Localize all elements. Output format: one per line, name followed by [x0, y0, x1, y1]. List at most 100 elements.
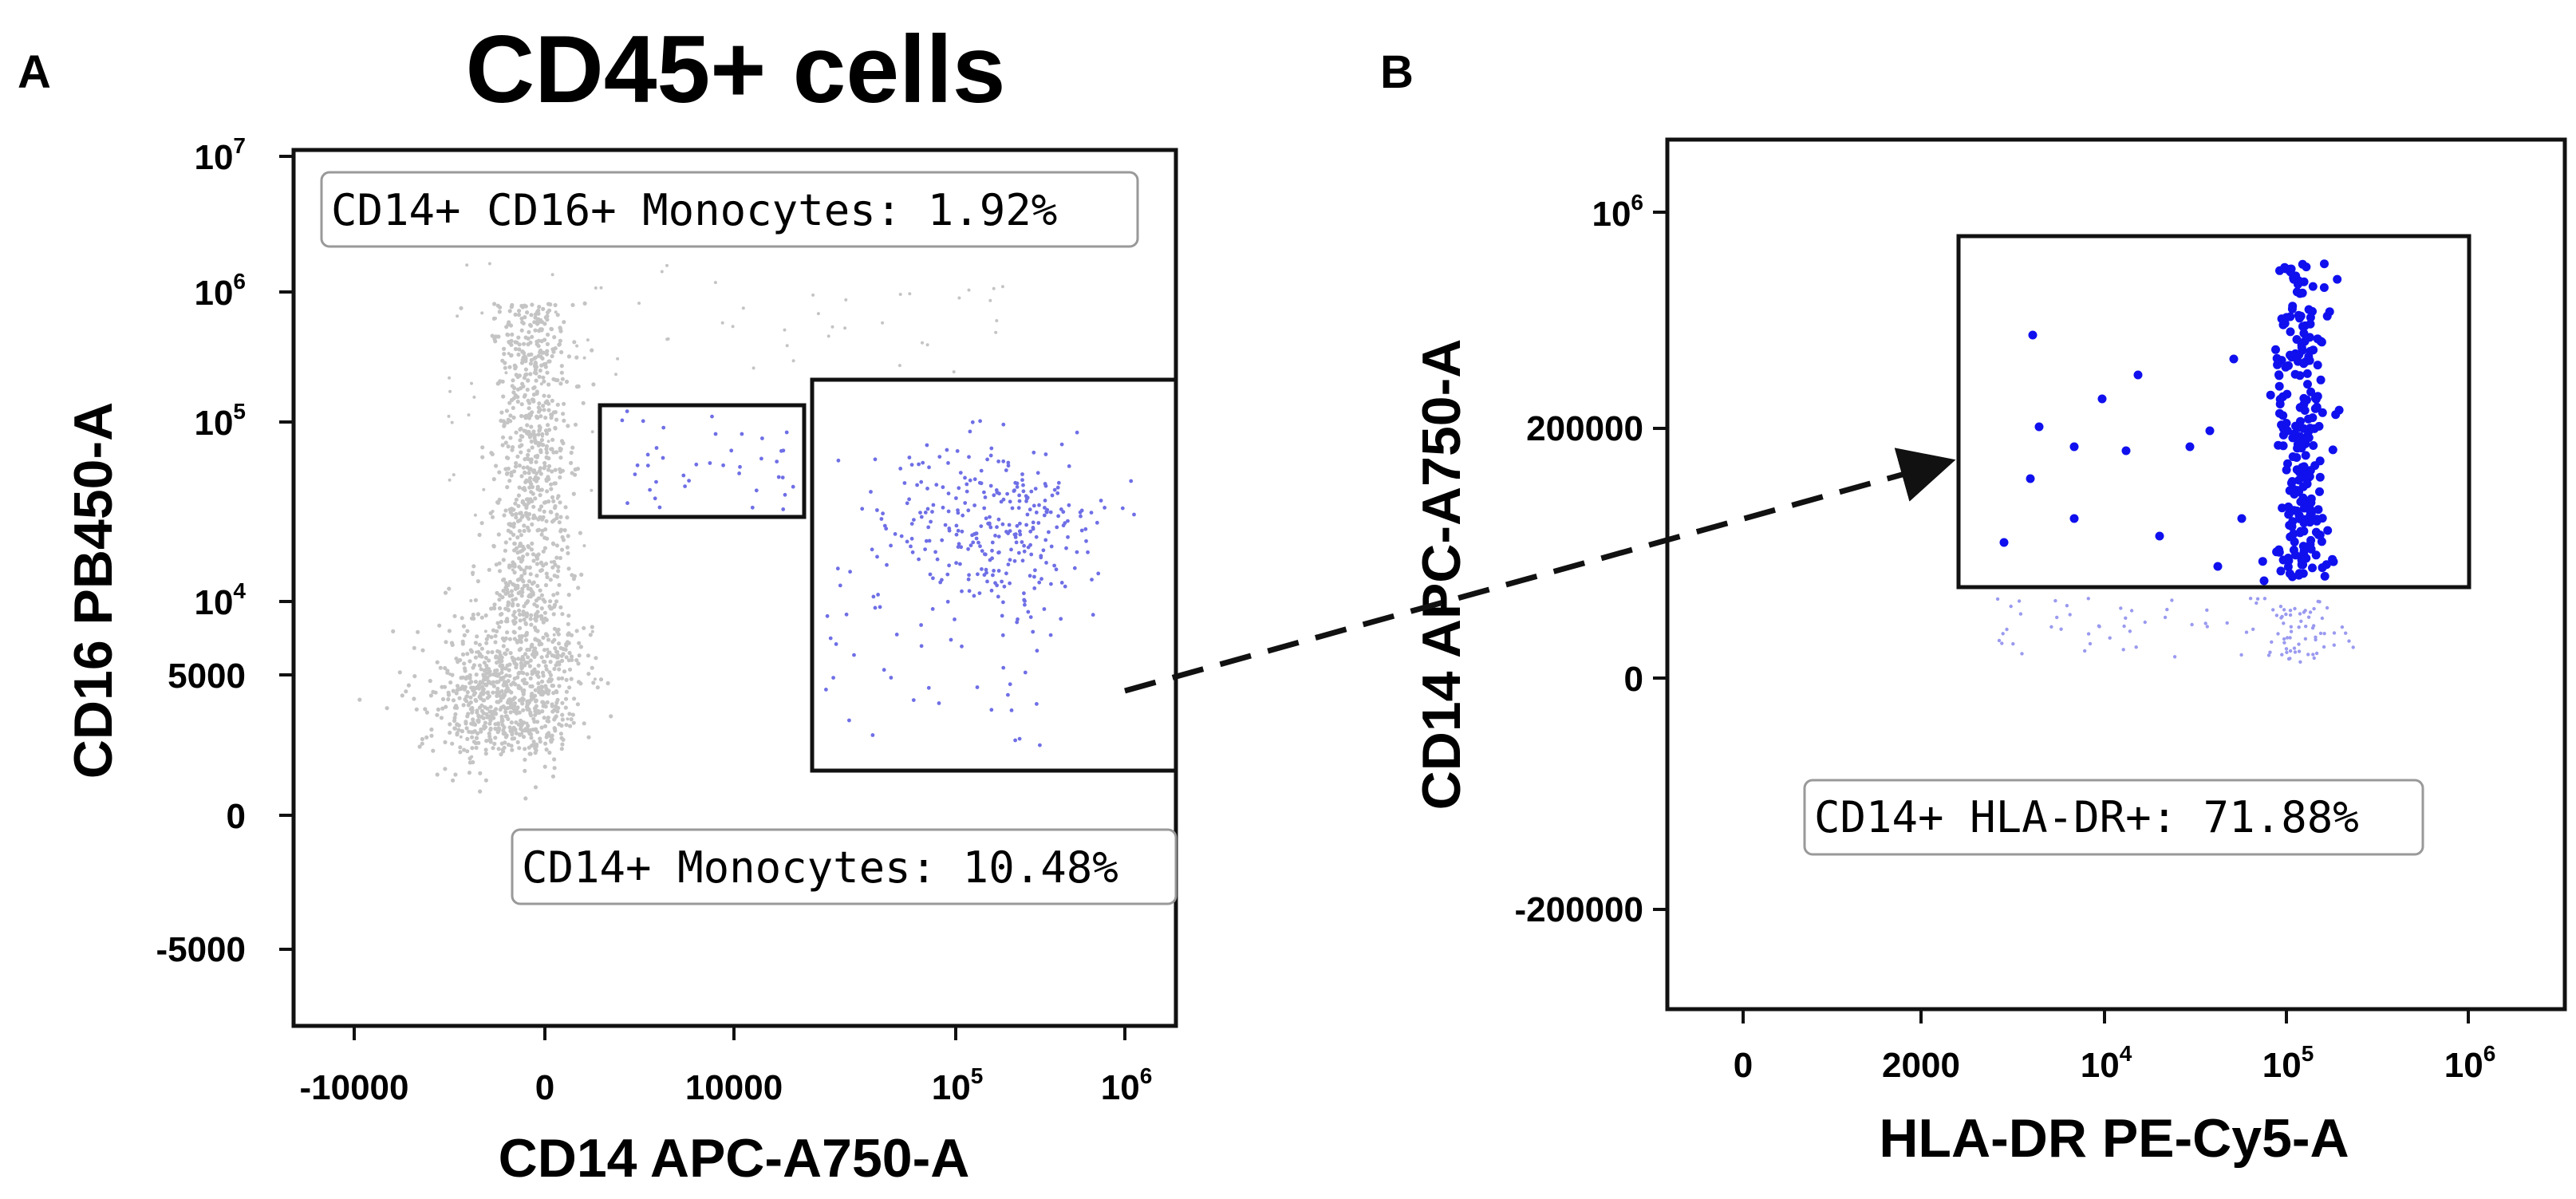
event-point [598, 677, 604, 682]
event-point [926, 525, 931, 530]
event-point [946, 491, 951, 495]
event-point [1000, 522, 1005, 527]
event-point [996, 594, 1000, 599]
event-point [531, 552, 536, 557]
event-point [954, 496, 958, 500]
event-point [2303, 637, 2308, 641]
event-point [958, 562, 962, 566]
event-point [1023, 602, 1027, 607]
event-point [1059, 442, 1064, 447]
event-point [1047, 530, 1051, 534]
event-point [523, 304, 528, 309]
event-point [535, 583, 540, 589]
event-point [581, 400, 586, 405]
event-point [521, 612, 526, 617]
event-point [781, 507, 786, 511]
event-point [535, 629, 540, 633]
event-point [875, 554, 879, 559]
panel-b-x-ticks: 0 2000 104 105 106 [1734, 1009, 2495, 1085]
event-point [968, 429, 972, 434]
event-point [515, 399, 520, 404]
event-point [412, 696, 416, 701]
event-point [532, 385, 537, 390]
event-point [525, 721, 529, 725]
event-point [514, 515, 519, 520]
event-point [946, 461, 950, 465]
event-point [564, 677, 569, 682]
event-point [2288, 636, 2292, 640]
event-point [539, 382, 543, 386]
event-point [561, 652, 566, 657]
event-point [2318, 408, 2327, 417]
event-point [515, 519, 521, 524]
event-point [943, 523, 948, 527]
event-point [533, 440, 538, 445]
event-point [974, 531, 978, 536]
event-point [536, 353, 541, 358]
panel-a-y-ticks: 107 106 105 104 5000 0 -5000 [156, 133, 294, 969]
event-point [546, 467, 551, 472]
event-point [512, 570, 517, 575]
event-point [2068, 613, 2072, 617]
event-point [881, 321, 885, 325]
event-point [477, 705, 483, 710]
event-point [522, 617, 527, 622]
event-point [554, 450, 559, 455]
event-point [462, 661, 467, 666]
event-point [497, 569, 503, 574]
event-point [2122, 624, 2126, 629]
event-point [495, 690, 499, 695]
event-point [541, 635, 546, 641]
event-point [483, 629, 487, 633]
event-point [509, 342, 514, 347]
event-point [459, 306, 464, 310]
event-point [2332, 643, 2336, 647]
event-point [2311, 550, 2321, 560]
event-point [1043, 499, 1047, 503]
event-point [1015, 620, 1020, 625]
event-point [961, 513, 965, 518]
event-point [513, 501, 518, 506]
event-point [2288, 609, 2293, 613]
event-point [525, 612, 530, 617]
event-point [529, 313, 534, 317]
y-tick-b-200000: 200000 [1526, 409, 1643, 448]
event-point [528, 658, 533, 663]
event-point [1083, 527, 1088, 531]
event-point [594, 286, 598, 290]
event-point [511, 598, 515, 602]
event-point [591, 382, 596, 387]
event-point [1052, 563, 1056, 568]
event-point [512, 541, 517, 546]
event-point [520, 701, 525, 706]
event-point [406, 683, 411, 688]
event-point [556, 641, 562, 646]
event-point [460, 729, 465, 734]
event-point [963, 475, 967, 480]
panel-a-plot: CD14+ CD16+ Monocytes: 1.92% CD14+ Monoc… [63, 133, 1178, 1189]
event-point [2275, 400, 2285, 408]
event-point [930, 607, 935, 611]
event-point [538, 466, 542, 471]
event-point [477, 663, 483, 668]
event-point [995, 525, 999, 530]
event-point [2286, 657, 2291, 661]
event-point [527, 406, 531, 411]
event-point [2304, 625, 2308, 629]
event-point [616, 357, 620, 361]
event-point [971, 540, 976, 545]
event-point [510, 655, 515, 661]
event-point [472, 395, 476, 399]
event-point [505, 630, 510, 635]
event-point [560, 377, 565, 381]
event-point [988, 453, 993, 458]
event-point [2278, 503, 2287, 513]
event-point [933, 550, 937, 554]
event-point [1008, 581, 1012, 586]
event-point [560, 717, 565, 722]
event-point [654, 446, 659, 450]
event-point [1012, 488, 1016, 493]
event-point [542, 509, 546, 514]
event-point [559, 724, 564, 728]
event-point [2289, 625, 2293, 629]
